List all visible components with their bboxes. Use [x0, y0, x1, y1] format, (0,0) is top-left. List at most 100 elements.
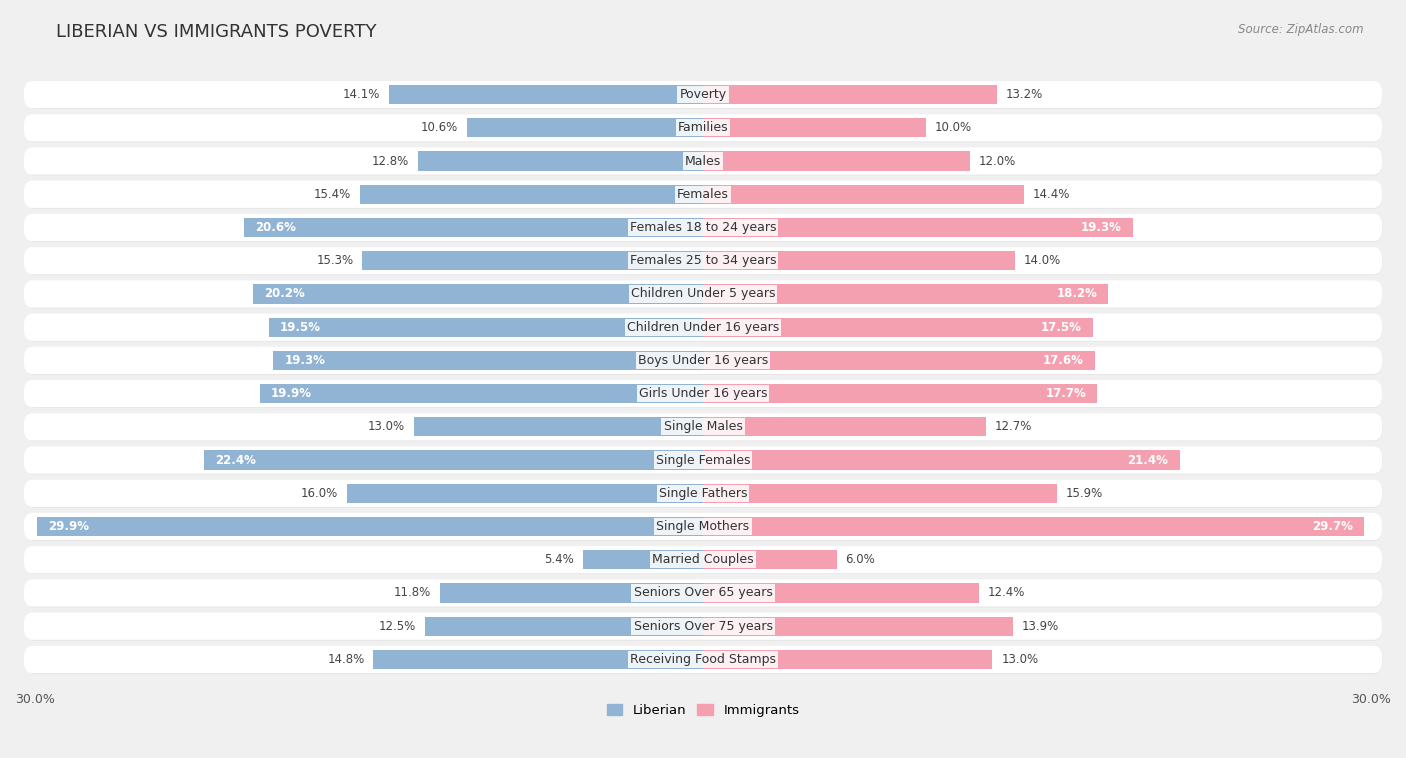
Bar: [703, 550, 837, 569]
FancyBboxPatch shape: [25, 547, 1382, 574]
Bar: [440, 584, 703, 603]
Text: 10.0%: 10.0%: [935, 121, 972, 134]
Bar: [253, 284, 703, 304]
FancyBboxPatch shape: [25, 414, 1382, 441]
Text: 17.5%: 17.5%: [1040, 321, 1081, 334]
Bar: [467, 118, 703, 137]
Bar: [37, 517, 703, 536]
Text: 13.2%: 13.2%: [1005, 88, 1043, 101]
FancyBboxPatch shape: [24, 148, 1382, 174]
FancyBboxPatch shape: [24, 314, 1382, 341]
Text: 29.7%: 29.7%: [1312, 520, 1353, 533]
Bar: [703, 152, 970, 171]
Bar: [703, 351, 1095, 370]
Text: Females 18 to 24 years: Females 18 to 24 years: [630, 221, 776, 234]
Text: 10.6%: 10.6%: [420, 121, 458, 134]
FancyBboxPatch shape: [25, 281, 1382, 309]
Legend: Liberian, Immigrants: Liberian, Immigrants: [602, 699, 804, 722]
FancyBboxPatch shape: [24, 347, 1382, 374]
FancyBboxPatch shape: [24, 214, 1382, 241]
Text: Married Couples: Married Couples: [652, 553, 754, 566]
Text: 13.0%: 13.0%: [367, 421, 405, 434]
Bar: [418, 152, 703, 171]
FancyBboxPatch shape: [25, 148, 1382, 175]
Text: Families: Families: [678, 121, 728, 134]
FancyBboxPatch shape: [24, 579, 1382, 606]
Text: Single Mothers: Single Mothers: [657, 520, 749, 533]
Bar: [363, 251, 703, 271]
FancyBboxPatch shape: [24, 612, 1382, 640]
Text: 14.8%: 14.8%: [328, 653, 364, 666]
Text: 19.3%: 19.3%: [1081, 221, 1122, 234]
Bar: [703, 85, 997, 105]
Bar: [703, 284, 1108, 304]
Text: 29.9%: 29.9%: [48, 520, 90, 533]
Bar: [703, 384, 1097, 403]
Text: 13.9%: 13.9%: [1021, 620, 1059, 633]
Text: 16.0%: 16.0%: [301, 487, 337, 500]
FancyBboxPatch shape: [24, 247, 1382, 274]
Text: 18.2%: 18.2%: [1056, 287, 1097, 300]
Text: 20.6%: 20.6%: [256, 221, 297, 234]
Text: 19.3%: 19.3%: [284, 354, 325, 367]
Bar: [703, 517, 1364, 536]
Bar: [260, 384, 703, 403]
Bar: [703, 185, 1024, 204]
Bar: [204, 450, 703, 470]
Text: 17.7%: 17.7%: [1045, 387, 1085, 400]
Bar: [703, 584, 979, 603]
Text: 13.0%: 13.0%: [1001, 653, 1039, 666]
Bar: [273, 351, 703, 370]
Text: Seniors Over 75 years: Seniors Over 75 years: [634, 620, 772, 633]
Bar: [703, 218, 1133, 237]
Text: Poverty: Poverty: [679, 88, 727, 101]
Bar: [703, 251, 1015, 271]
Text: Single Females: Single Females: [655, 453, 751, 467]
Bar: [703, 118, 925, 137]
Text: 14.0%: 14.0%: [1024, 254, 1062, 268]
Text: 5.4%: 5.4%: [544, 553, 574, 566]
Bar: [425, 616, 703, 636]
FancyBboxPatch shape: [25, 613, 1382, 641]
Text: 15.9%: 15.9%: [1066, 487, 1104, 500]
Text: 14.1%: 14.1%: [343, 88, 380, 101]
Bar: [389, 85, 703, 105]
Text: 21.4%: 21.4%: [1128, 453, 1168, 467]
Bar: [269, 318, 703, 337]
FancyBboxPatch shape: [25, 181, 1382, 208]
Bar: [582, 550, 703, 569]
Text: Single Fathers: Single Fathers: [659, 487, 747, 500]
Text: Males: Males: [685, 155, 721, 168]
FancyBboxPatch shape: [25, 580, 1382, 607]
FancyBboxPatch shape: [25, 447, 1382, 475]
FancyBboxPatch shape: [24, 546, 1382, 573]
Text: 12.8%: 12.8%: [371, 155, 409, 168]
Bar: [703, 616, 1012, 636]
Text: 12.0%: 12.0%: [979, 155, 1017, 168]
Text: 19.9%: 19.9%: [271, 387, 312, 400]
FancyBboxPatch shape: [24, 513, 1382, 540]
Text: 14.4%: 14.4%: [1032, 188, 1070, 201]
Text: 17.6%: 17.6%: [1043, 354, 1084, 367]
Text: Children Under 5 years: Children Under 5 years: [631, 287, 775, 300]
Bar: [703, 318, 1092, 337]
Text: Single Males: Single Males: [664, 421, 742, 434]
FancyBboxPatch shape: [24, 413, 1382, 440]
FancyBboxPatch shape: [24, 280, 1382, 308]
FancyBboxPatch shape: [25, 347, 1382, 374]
FancyBboxPatch shape: [25, 115, 1382, 143]
Text: Children Under 16 years: Children Under 16 years: [627, 321, 779, 334]
Text: 15.4%: 15.4%: [314, 188, 352, 201]
Bar: [703, 417, 986, 437]
Text: 22.4%: 22.4%: [215, 453, 256, 467]
Text: 6.0%: 6.0%: [845, 553, 876, 566]
FancyBboxPatch shape: [25, 248, 1382, 275]
Text: Females 25 to 34 years: Females 25 to 34 years: [630, 254, 776, 268]
Text: 15.3%: 15.3%: [316, 254, 353, 268]
FancyBboxPatch shape: [24, 380, 1382, 407]
Text: 20.2%: 20.2%: [264, 287, 305, 300]
Bar: [374, 650, 703, 669]
Text: Seniors Over 65 years: Seniors Over 65 years: [634, 587, 772, 600]
FancyBboxPatch shape: [25, 315, 1382, 342]
FancyBboxPatch shape: [25, 381, 1382, 408]
